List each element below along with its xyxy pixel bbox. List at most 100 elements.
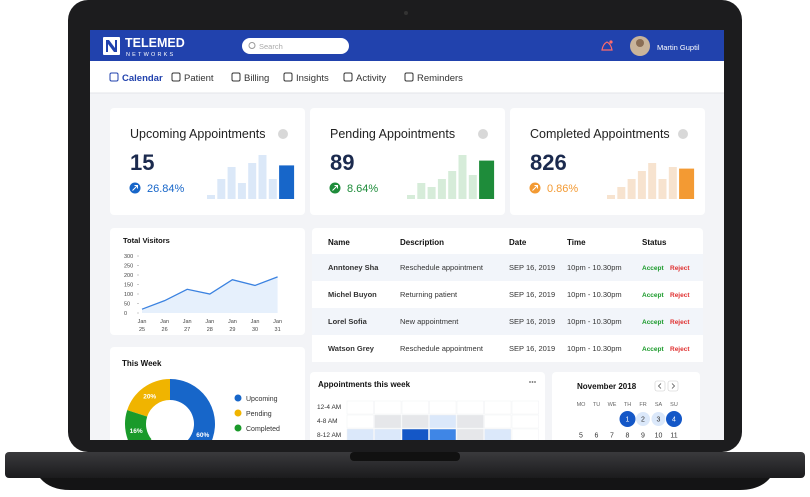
x-tick-month: Jan <box>251 319 260 325</box>
visitors-area <box>142 276 278 313</box>
mini-bar <box>637 171 646 199</box>
heatmap-cell <box>429 428 457 440</box>
day[interactable]: 2 <box>641 417 645 424</box>
nav-icon <box>343 72 353 82</box>
heatmap-cell <box>456 414 484 429</box>
nav-bar <box>90 61 724 93</box>
mini-bar <box>258 155 267 199</box>
top-bar <box>90 30 724 61</box>
y-tick-label: 50 <box>124 302 130 308</box>
nav-icon <box>404 72 414 82</box>
x-tick-month: Jan <box>183 319 192 325</box>
accept-button[interactable]: Accept <box>642 319 665 326</box>
calendar-nav[interactable] <box>667 380 679 392</box>
mini-bar <box>479 160 495 199</box>
day[interactable]: 5 <box>579 433 583 440</box>
heatmap-cell <box>346 428 374 440</box>
day[interactable]: 9 <box>641 433 645 440</box>
x-tick-day: 30 <box>252 327 258 333</box>
nav-item[interactable]: Insights <box>296 73 329 84</box>
nav-item[interactable]: Patient <box>184 73 214 84</box>
accept-button[interactable]: Accept <box>642 292 665 299</box>
cell: 10pm - 10.30pm <box>567 290 622 299</box>
legend-swatch <box>234 424 242 432</box>
day[interactable]: 1 <box>626 417 630 424</box>
nav-item[interactable]: Calendar <box>122 73 163 84</box>
heatmap-cell <box>374 414 402 429</box>
day-highlight <box>651 412 666 426</box>
donut-segment <box>127 379 170 417</box>
trend-arrow <box>132 185 138 191</box>
heatmap-cell <box>511 428 539 440</box>
y-tick-label: 300 <box>124 254 133 260</box>
cell: Reschedule appointment <box>400 263 484 272</box>
menu-dot[interactable] <box>529 381 531 383</box>
donut-label: 20% <box>143 394 156 401</box>
stat-card <box>510 108 705 215</box>
heatmap-cell <box>511 414 539 429</box>
search-box[interactable] <box>242 38 349 54</box>
accept-button[interactable]: Accept <box>642 346 665 353</box>
reject-button[interactable]: Reject <box>670 319 690 326</box>
day[interactable]: 8 <box>626 433 630 440</box>
menu-dot[interactable] <box>534 381 536 383</box>
table-row <box>312 254 703 281</box>
cell: Lorel Sofia <box>328 317 368 326</box>
day[interactable]: 3 <box>657 417 661 424</box>
day[interactable]: 11 <box>670 433 677 440</box>
menu-dot[interactable] <box>531 381 534 383</box>
weekday: TH <box>624 402 631 408</box>
weekday: WE <box>608 402 617 408</box>
nav-item[interactable]: Billing <box>244 73 269 84</box>
day[interactable]: 10 <box>655 433 663 440</box>
bell-icon[interactable] <box>601 41 613 51</box>
x-tick-month: Jan <box>228 319 237 325</box>
chart-title: This Week <box>122 359 162 368</box>
mini-bar <box>417 183 426 199</box>
cell: 10pm - 10.30pm <box>567 263 622 272</box>
card-value: 826 <box>530 150 567 175</box>
card-title: Pending Appointments <box>330 127 455 141</box>
reject-button[interactable]: Reject <box>670 346 690 353</box>
legend-swatch <box>234 409 242 417</box>
nav-item[interactable]: Activity <box>356 73 386 84</box>
weekday: MO <box>577 402 587 408</box>
mini-bar <box>617 187 626 199</box>
x-tick-day: 26 <box>162 327 168 333</box>
trend-arrow <box>332 185 338 191</box>
card-change: 0.86% <box>547 183 578 195</box>
mini-bar <box>607 195 615 199</box>
accept-button[interactable]: Accept <box>642 265 665 272</box>
column-header: Description <box>400 238 444 247</box>
mini-bar <box>279 165 295 199</box>
nav-item[interactable]: Reminders <box>417 73 463 84</box>
legend-swatch <box>234 394 242 402</box>
day[interactable]: 6 <box>595 433 599 440</box>
nav-icon <box>171 72 181 82</box>
mini-bar <box>248 163 257 199</box>
calendar-arrow <box>657 383 662 389</box>
x-tick-day: 25 <box>139 327 145 333</box>
avatar-head <box>636 39 644 47</box>
heatmap-cell <box>401 414 429 429</box>
day[interactable]: 4 <box>672 417 676 424</box>
heatmap-cell <box>484 414 512 429</box>
card-value: 89 <box>330 150 354 175</box>
column-header: Time <box>567 238 586 247</box>
weekday: FR <box>639 402 646 408</box>
mini-bar <box>448 171 457 199</box>
reject-button[interactable]: Reject <box>670 292 690 299</box>
weekday: SU <box>670 402 678 408</box>
heatmap-cell <box>484 428 512 440</box>
day[interactable]: 7 <box>610 433 614 440</box>
calendar-nav[interactable] <box>654 380 666 392</box>
calendar-arrow <box>671 383 676 389</box>
table-row <box>312 335 703 362</box>
legend-label: Upcoming <box>246 396 278 403</box>
column-header: Status <box>642 238 667 247</box>
search-icon <box>248 42 256 49</box>
reject-button[interactable]: Reject <box>670 265 690 272</box>
camera <box>404 11 408 15</box>
weekday: TU <box>593 402 600 408</box>
day-highlight <box>636 412 650 426</box>
